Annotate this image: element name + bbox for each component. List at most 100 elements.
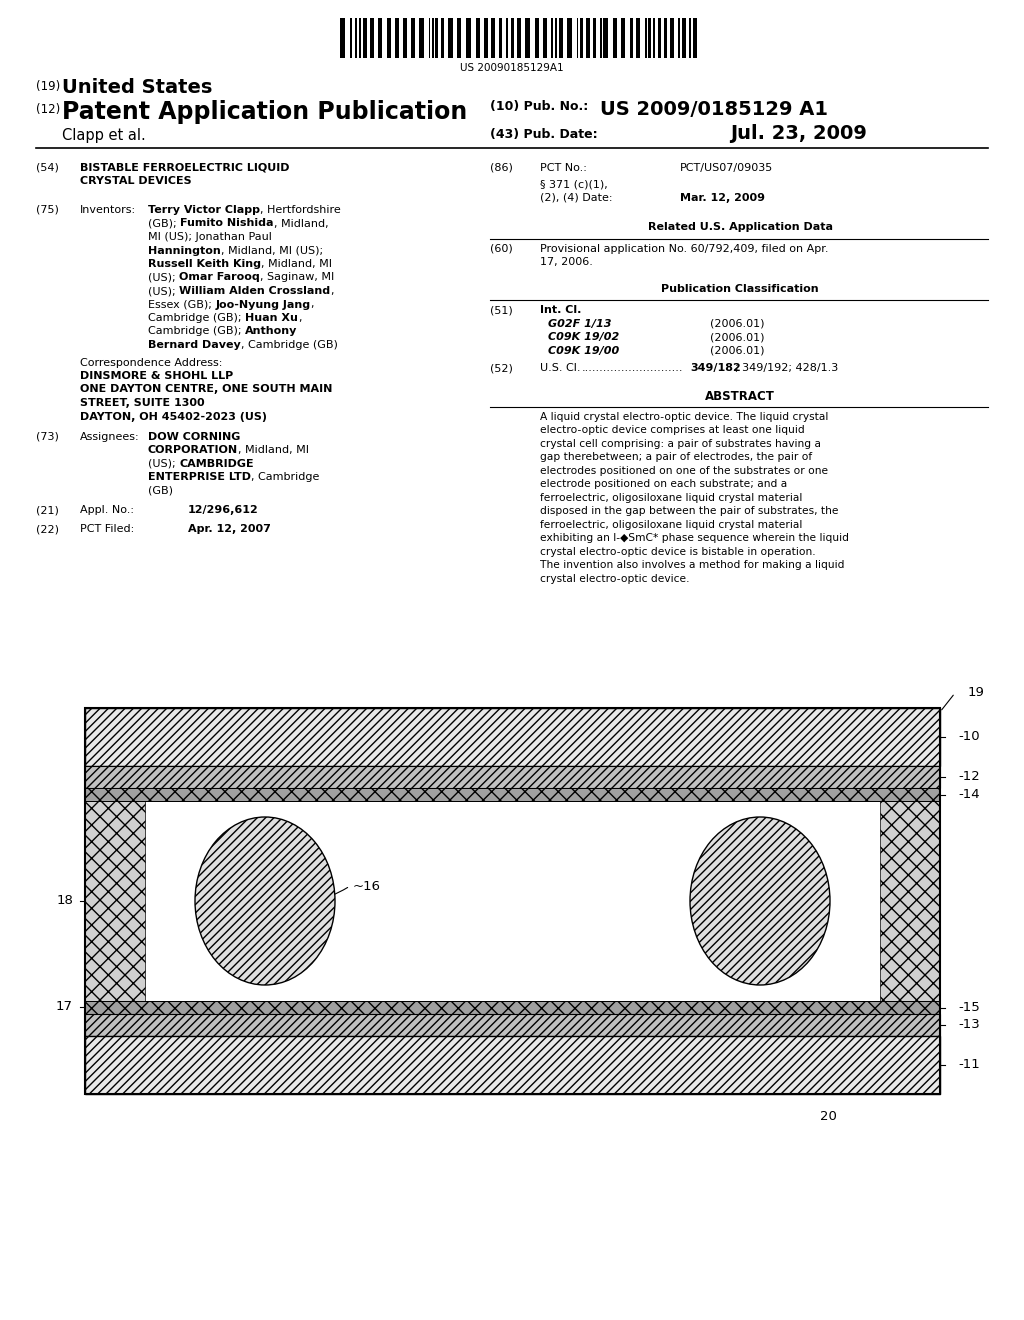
Text: Jul. 23, 2009: Jul. 23, 2009 (730, 124, 867, 143)
Text: CRYSTAL DEVICES: CRYSTAL DEVICES (80, 177, 191, 186)
Text: A liquid crystal electro-optic device. The liquid crystal: A liquid crystal electro-optic device. T… (540, 412, 828, 421)
Bar (378, 18, 382, 58)
Bar (551, 18, 553, 58)
Bar (387, 18, 391, 58)
Text: PCT/US07/09035: PCT/US07/09035 (680, 162, 773, 173)
Text: (US);: (US); (148, 272, 179, 282)
Text: Huan Xu: Huan Xu (245, 313, 298, 323)
Text: MI (US); Jonathan Paul: MI (US); Jonathan Paul (148, 232, 272, 242)
Text: Publication Classification: Publication Classification (662, 284, 819, 294)
Bar (630, 18, 633, 58)
Text: ~16: ~16 (353, 879, 381, 892)
Bar (670, 18, 674, 58)
Text: 17, 2006.: 17, 2006. (540, 257, 593, 267)
Bar (85, 708, 940, 1094)
Text: DINSMORE & SHOHL LLP: DINSMORE & SHOHL LLP (80, 371, 233, 381)
Bar (543, 18, 547, 58)
Bar (653, 18, 655, 58)
Bar (359, 18, 361, 58)
Bar (593, 18, 596, 58)
Text: (54): (54) (36, 162, 58, 173)
Bar (419, 18, 424, 58)
Bar (682, 18, 686, 58)
Bar (85, 1036, 940, 1094)
Text: (43) Pub. Date:: (43) Pub. Date: (490, 128, 598, 141)
Bar (525, 18, 530, 58)
Text: electrodes positioned on one of the substrates or one: electrodes positioned on one of the subs… (540, 466, 828, 475)
Text: ; 349/192; 428/1.3: ; 349/192; 428/1.3 (735, 363, 839, 374)
Bar (466, 18, 471, 58)
Text: (60): (60) (490, 244, 513, 253)
Text: Joo-Nyung Jang: Joo-Nyung Jang (215, 300, 310, 309)
Bar (500, 18, 503, 58)
Text: Mar. 12, 2009: Mar. 12, 2009 (680, 193, 765, 203)
Text: US 20090185129A1: US 20090185129A1 (460, 63, 564, 73)
Text: DAYTON, OH 45402-2023 (US): DAYTON, OH 45402-2023 (US) (80, 412, 267, 421)
Bar (693, 18, 697, 58)
Text: PCT No.:: PCT No.: (540, 162, 587, 173)
Text: electro-optic device comprises at least one liquid: electro-optic device comprises at least … (540, 425, 805, 436)
Text: CORPORATION: CORPORATION (148, 445, 239, 455)
Text: Omar Farooq: Omar Farooq (179, 272, 260, 282)
Text: (12): (12) (36, 103, 60, 116)
Text: Assignees:: Assignees: (80, 432, 139, 442)
Text: US 2009/0185129 A1: US 2009/0185129 A1 (600, 100, 828, 119)
Text: exhibiting an I-◆SmC* phase sequence wherein the liquid: exhibiting an I-◆SmC* phase sequence whe… (540, 533, 849, 543)
Bar (85, 788, 940, 801)
Text: (2), (4) Date:: (2), (4) Date: (540, 193, 612, 203)
Text: (86): (86) (490, 162, 513, 173)
Bar (880, 801, 940, 1001)
Bar (85, 1001, 940, 1014)
Bar (664, 18, 667, 58)
Bar (511, 18, 514, 58)
Text: C09K 19/02: C09K 19/02 (548, 333, 620, 342)
Text: William Alden Crossland: William Alden Crossland (179, 286, 331, 296)
Text: , Midland, MI: , Midland, MI (239, 445, 309, 455)
Bar (621, 18, 625, 58)
Text: crystal electro-optic device.: crystal electro-optic device. (540, 574, 689, 583)
Bar (577, 18, 579, 58)
Text: STREET, SUITE 1300: STREET, SUITE 1300 (80, 399, 205, 408)
Text: ENTERPRISE LTD: ENTERPRISE LTD (148, 473, 251, 482)
Ellipse shape (195, 817, 335, 985)
Bar (85, 708, 940, 1094)
Text: Provisional application No. 60/792,409, filed on Apr.: Provisional application No. 60/792,409, … (540, 244, 828, 253)
Text: U.S. Cl.: U.S. Cl. (540, 363, 581, 374)
Bar (483, 18, 487, 58)
Text: (US);: (US); (148, 459, 179, 469)
Text: 17: 17 (56, 1001, 73, 1014)
Text: , Cambridge (GB): , Cambridge (GB) (241, 341, 338, 350)
Bar (492, 18, 496, 58)
Text: BISTABLE FERROELECTRIC LIQUID: BISTABLE FERROELECTRIC LIQUID (80, 162, 290, 173)
Bar (612, 18, 616, 58)
Text: , Midland, MI: , Midland, MI (261, 259, 332, 269)
Text: Terry Victor Clapp: Terry Victor Clapp (148, 205, 260, 215)
Text: (21): (21) (36, 506, 58, 515)
Bar (689, 18, 691, 58)
Bar (340, 18, 345, 58)
Bar (364, 18, 367, 58)
Text: Essex (GB);: Essex (GB); (148, 300, 215, 309)
Text: Apr. 12, 2007: Apr. 12, 2007 (188, 524, 271, 535)
Text: (2006.01): (2006.01) (710, 333, 765, 342)
Text: -14: -14 (958, 788, 980, 801)
Text: Clapp et al.: Clapp et al. (62, 128, 145, 143)
Text: 20: 20 (820, 1110, 837, 1122)
Text: , Saginaw, MI: , Saginaw, MI (260, 272, 334, 282)
Text: ONE DAYTON CENTRE, ONE SOUTH MAIN: ONE DAYTON CENTRE, ONE SOUTH MAIN (80, 384, 333, 395)
Text: (2006.01): (2006.01) (710, 346, 765, 356)
Text: (GB): (GB) (148, 486, 173, 496)
Text: PCT Filed:: PCT Filed: (80, 524, 134, 535)
Bar (449, 18, 453, 58)
Ellipse shape (690, 817, 830, 985)
Text: Int. Cl.: Int. Cl. (540, 305, 582, 315)
Text: Russell Keith King: Russell Keith King (148, 259, 261, 269)
Text: -11: -11 (958, 1059, 980, 1072)
Text: (22): (22) (36, 524, 59, 535)
Text: Anthony: Anthony (245, 326, 297, 337)
Text: Related U.S. Application Data: Related U.S. Application Data (647, 222, 833, 232)
Bar (85, 801, 145, 1001)
Text: (51): (51) (490, 305, 513, 315)
Text: crystal cell comprising: a pair of substrates having a: crystal cell comprising: a pair of subst… (540, 438, 821, 449)
Text: 18: 18 (56, 895, 73, 908)
